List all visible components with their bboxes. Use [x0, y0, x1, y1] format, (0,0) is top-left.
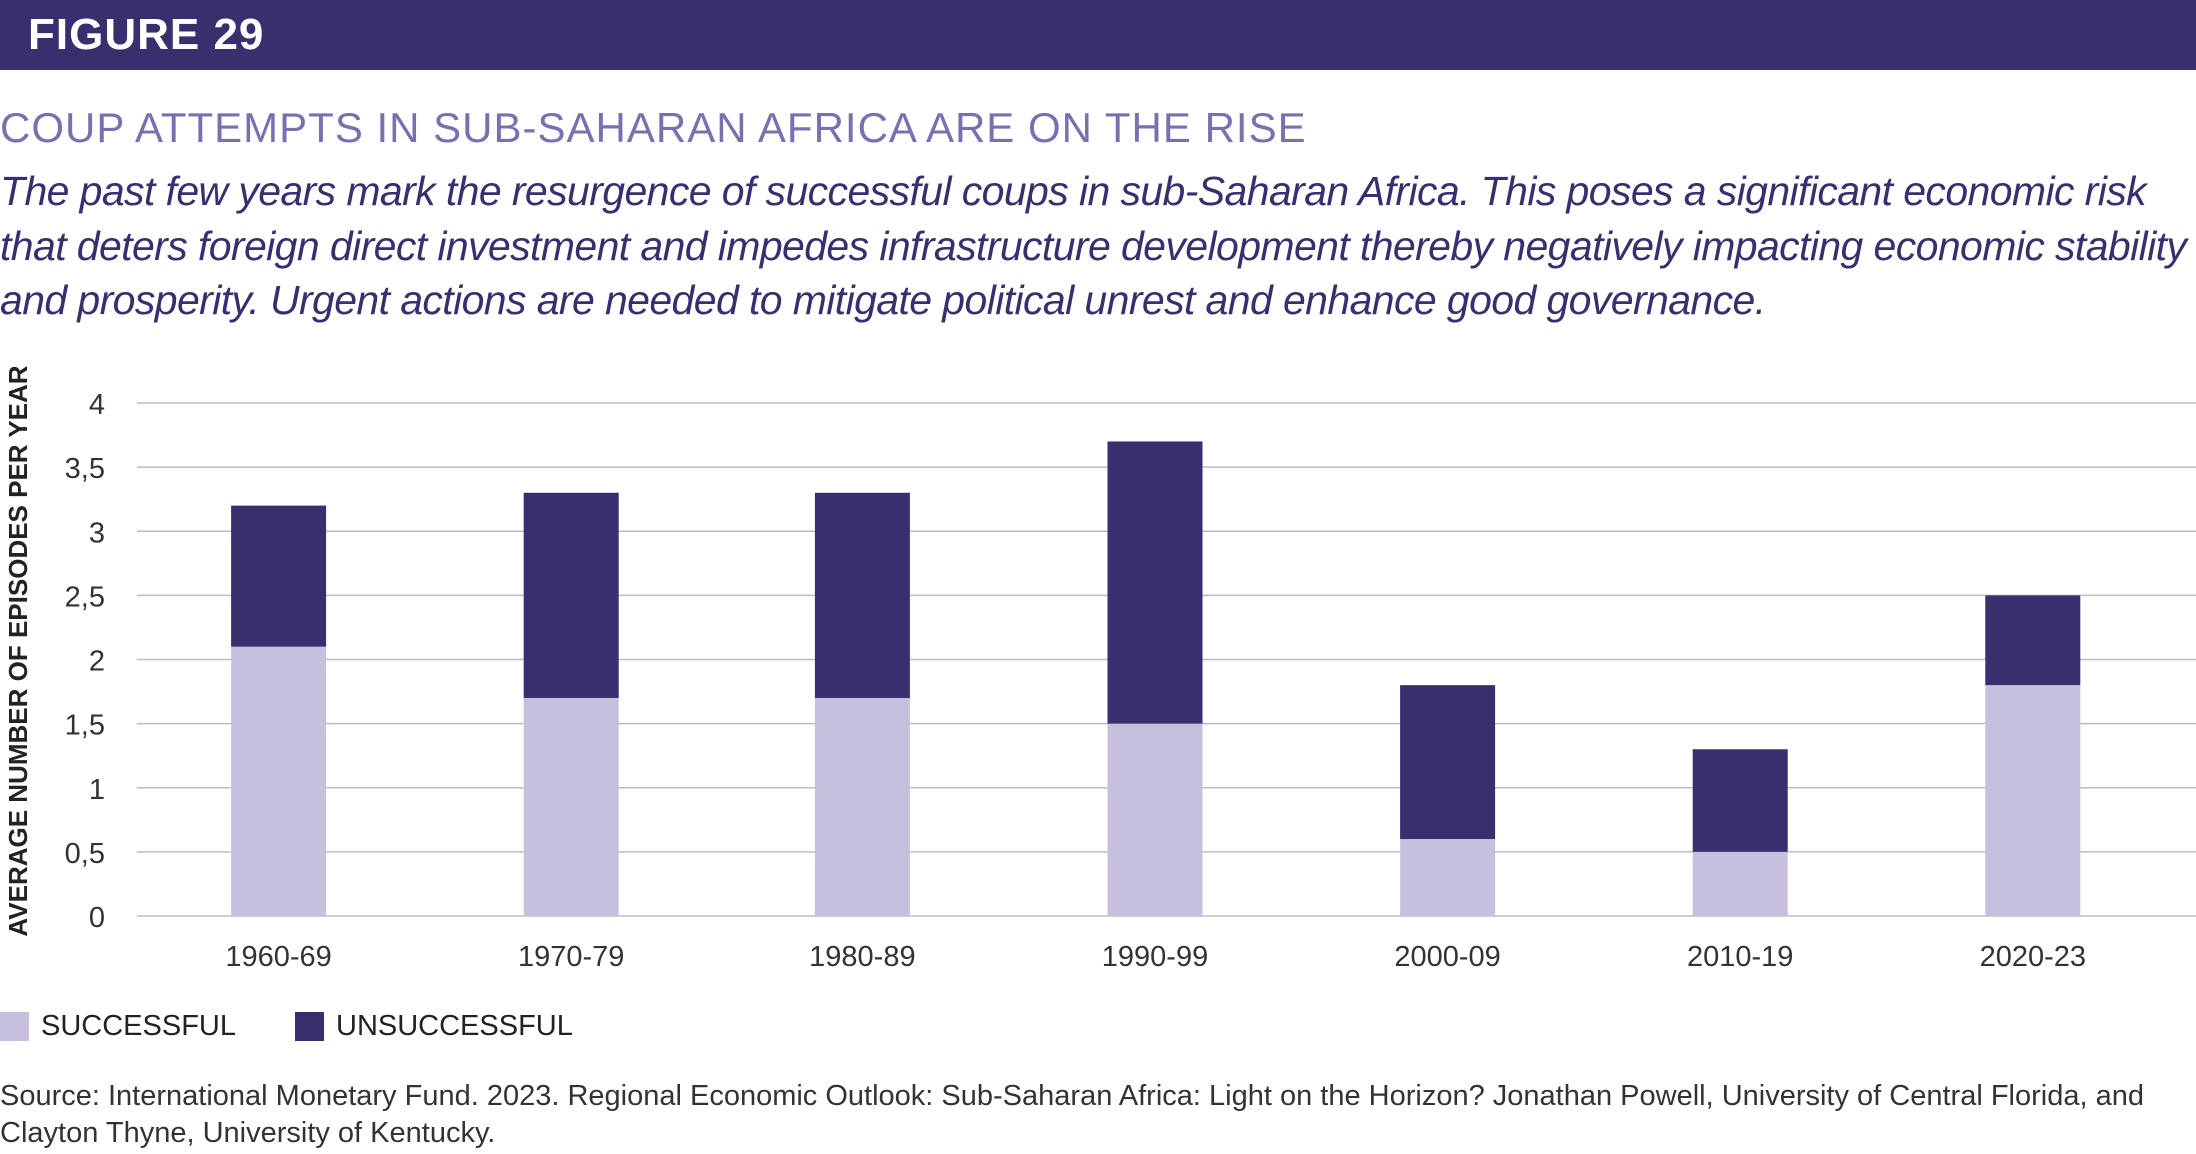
- figure-header: FIGURE 29: [0, 0, 2196, 70]
- legend-label: UNSUCCESSFUL: [336, 1010, 573, 1042]
- bar-unsuccessful-1990-99: [1107, 441, 1203, 724]
- chart-subtitle: The past few years mark the resurgence o…: [0, 168, 2187, 323]
- y-tick-label: 3,5: [65, 453, 105, 485]
- x-tick-label: 1980-89: [809, 941, 915, 973]
- legend-label: SUCCESSFUL: [41, 1010, 236, 1042]
- bar-successful-1990-99: [1107, 723, 1203, 916]
- x-tick-label: 1960-69: [225, 941, 331, 973]
- y-tick-label: 0: [89, 902, 105, 934]
- bar-unsuccessful-2010-19: [1692, 749, 1788, 852]
- bar-unsuccessful-2000-09: [1400, 685, 1496, 840]
- bar-unsuccessful-1960-69: [231, 505, 327, 647]
- bar-successful-1970-79: [523, 697, 619, 916]
- x-tick-label: 2000-09: [1394, 941, 1500, 973]
- stacked-bar-chart: AVERAGE NUMBER OF EPISODES PER YEAR 0 0,5…: [3, 365, 2196, 973]
- bar-successful-1980-89: [814, 697, 910, 916]
- bar-successful-2020-23: [1985, 685, 2081, 916]
- chart-title: COUP ATTEMPTS IN SUB-SAHARAN AFRICA ARE …: [0, 104, 1307, 151]
- bar-unsuccessful-1980-89: [814, 492, 910, 698]
- bar-successful-1960-69: [231, 646, 327, 916]
- y-tick-label: 2: [89, 646, 105, 678]
- x-tick-label: 2020-23: [1980, 941, 2086, 973]
- y-tick-label: 0,5: [65, 838, 105, 870]
- bar-successful-2010-19: [1692, 851, 1788, 916]
- x-tick-label: 2010-19: [1687, 941, 1793, 973]
- y-tick-label: 2,5: [65, 581, 105, 613]
- y-tick-label: 1,5: [65, 710, 105, 742]
- bar-unsuccessful-1970-79: [523, 492, 619, 698]
- x-tick-label: 1990-99: [1102, 941, 1208, 973]
- y-tick-label: 4: [89, 389, 105, 421]
- legend-swatch-unsuccessful: [295, 1012, 324, 1041]
- x-tick-label: 1970-79: [518, 941, 624, 973]
- y-tick-label: 1: [89, 774, 105, 806]
- legend-swatch-successful: [0, 1012, 29, 1041]
- legend-item-successful: SUCCESSFUL: [0, 1010, 236, 1043]
- legend-item-unsuccessful: UNSUCCESSFUL: [295, 1010, 573, 1043]
- bar-successful-2000-09: [1400, 839, 1496, 916]
- source-note: Source: International Monetary Fund. 202…: [0, 1080, 2144, 1149]
- y-tick-label: 3: [89, 517, 105, 549]
- figure-label: FIGURE 29: [28, 10, 265, 59]
- y-axis-label: AVERAGE NUMBER OF EPISODES PER YEAR: [3, 365, 33, 936]
- bar-unsuccessful-2020-23: [1985, 595, 2081, 686]
